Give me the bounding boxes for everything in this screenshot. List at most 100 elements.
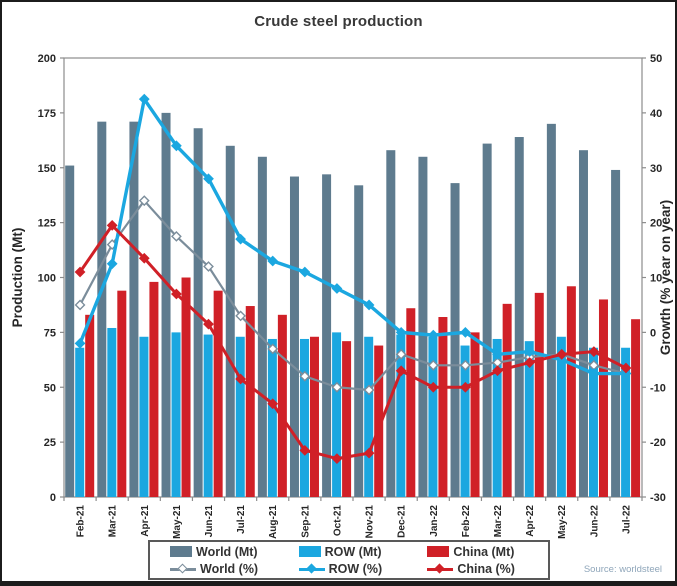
right-axis-tick-label: 30 <box>650 163 662 175</box>
marker-diamond <box>170 230 182 242</box>
bar-row-mt <box>524 341 534 497</box>
marker-diamond <box>106 219 118 231</box>
bar-china-mt <box>534 292 544 497</box>
left-axis-tick-label: 150 <box>38 163 56 175</box>
x-axis-label: Jun-22 <box>589 505 600 538</box>
x-axis-label: Jul-21 <box>236 505 247 534</box>
bar-row-mt <box>588 347 598 497</box>
bar-row-mt <box>460 345 470 497</box>
marker-diamond <box>524 346 536 357</box>
marker-diamond <box>492 365 503 377</box>
bar-world-mt <box>129 121 139 497</box>
left-axis-tick-label: 175 <box>38 108 56 120</box>
legend-label: ROW (Mt) <box>324 544 382 559</box>
marker-diamond <box>203 318 214 330</box>
marker-diamond <box>138 195 150 207</box>
marker-diamond <box>331 381 343 393</box>
bar-china-mt <box>117 290 127 497</box>
left-axis-tick-label: 50 <box>44 382 56 394</box>
marker-diamond <box>556 348 568 360</box>
bar-china-mt <box>631 319 641 497</box>
legend-label: ROW (%) <box>328 561 383 576</box>
marker-diamond <box>299 266 311 278</box>
right-axis-tick-label: 10 <box>650 273 662 285</box>
bar-china-mt <box>502 303 512 497</box>
x-axis-label: Feb-21 <box>76 505 87 538</box>
marker-diamond <box>395 326 407 338</box>
marker-diamond <box>170 288 182 300</box>
marker-diamond <box>106 258 118 270</box>
marker-diamond <box>203 173 214 185</box>
x-axis-label: Mar-22 <box>493 505 504 538</box>
x-axis-label: Apr-22 <box>525 505 536 537</box>
bar-world-mt <box>482 143 492 498</box>
marker-diamond <box>299 444 311 456</box>
bar-china-mt <box>470 332 480 497</box>
right-axis-title: Growth (% year on year) <box>658 200 673 355</box>
left-axis-tick-label: 25 <box>44 437 56 449</box>
x-axis-label: Apr-21 <box>140 505 151 537</box>
bar-china-mt <box>438 317 448 497</box>
x-axis-label: Jun-21 <box>204 505 215 538</box>
bar-world-mt <box>161 112 171 497</box>
marker-diamond <box>459 359 471 371</box>
marker-diamond <box>363 299 375 311</box>
x-axis-label: Jan-22 <box>429 505 440 537</box>
chart-title: Crude steel production <box>254 13 423 30</box>
bar-world-mt <box>611 169 621 497</box>
left-axis-title: Production (Mt) <box>10 228 25 328</box>
left-axis-tick-label: 0 <box>50 492 56 504</box>
bar-row-mt <box>556 336 566 497</box>
right-axis-tick-label: 20 <box>650 218 662 230</box>
bar-china-mt <box>406 308 416 497</box>
bar-row-mt <box>396 334 406 497</box>
marker-diamond <box>620 362 632 374</box>
right-axis-tick-label: -20 <box>650 437 666 449</box>
left-axis-tick-label: 100 <box>38 273 56 285</box>
marker-diamond <box>556 354 568 366</box>
bar-world-mt <box>65 165 75 497</box>
marker-diamond <box>74 266 86 278</box>
bar-china-mt <box>342 341 352 497</box>
bar-row-mt <box>139 336 149 497</box>
marker-diamond <box>588 346 600 357</box>
bar-china-mt <box>149 281 159 497</box>
marker-diamond <box>459 381 471 393</box>
left-axis-tick-label: 125 <box>38 218 56 230</box>
bar-row-mt <box>492 338 502 497</box>
chart-legend: World (Mt) ROW (Mt) China (Mt) World (%) ROW… <box>148 540 550 580</box>
marker-diamond <box>331 283 343 294</box>
marker-diamond <box>235 233 247 245</box>
marker-diamond <box>138 93 150 105</box>
legend-swatch-square <box>170 546 192 557</box>
bar-china-mt <box>245 306 255 497</box>
bar-world-mt <box>450 183 460 498</box>
line-china <box>78 223 627 461</box>
bar-row-mt <box>332 332 342 497</box>
bar-world-mt <box>322 174 332 497</box>
legend-label: World (%) <box>200 561 259 576</box>
bar-row-mt <box>299 338 309 497</box>
bar-china-mt <box>85 314 95 497</box>
marker-diamond <box>267 398 279 410</box>
x-axis-label: Oct-21 <box>332 505 343 537</box>
bar-row-mt <box>75 347 85 497</box>
bar-row-mt <box>235 336 245 497</box>
right-axis-tick-label: 50 <box>650 53 662 65</box>
marker-diamond <box>363 384 375 396</box>
marker-diamond <box>395 348 407 360</box>
bar-world-mt <box>514 137 524 497</box>
bar-china-mt <box>181 277 191 497</box>
bar-china-mt <box>309 336 319 497</box>
marker-diamond <box>138 252 150 264</box>
legend-swatch-line-marker <box>170 563 196 575</box>
bar-china-mt <box>598 299 608 497</box>
legend-item-world-mt: World (Mt) <box>156 545 285 559</box>
marker-diamond <box>492 348 503 360</box>
marker-diamond <box>203 261 214 272</box>
marker-diamond <box>235 310 247 322</box>
x-axis-label: Jul-22 <box>621 505 632 534</box>
marker-diamond <box>363 447 375 459</box>
marker-diamond <box>331 453 343 464</box>
